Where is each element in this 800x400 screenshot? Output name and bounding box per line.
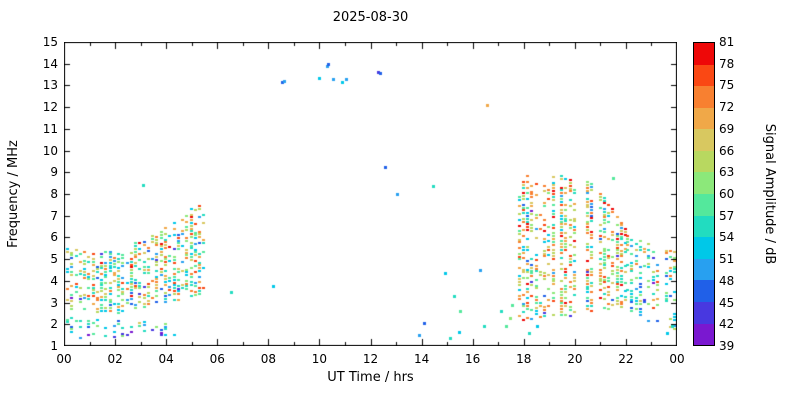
colorbar-band [694, 258, 714, 281]
x-tick-label: 14 [413, 352, 430, 366]
colorbar-tick-label: 60 [719, 187, 735, 201]
chart-title: 2025-08-30 [332, 10, 409, 25]
colorbar-band [694, 194, 714, 216]
colorbar-band [694, 323, 714, 346]
y-tick-label: 5 [50, 252, 58, 267]
colorbar-tick-label: 69 [719, 121, 735, 136]
colorbar-tick-label: 39 [719, 339, 735, 353]
x-tick-label: 16 [465, 352, 481, 366]
y-tick-label: 13 [42, 78, 58, 93]
x-tick-label: 02 [107, 352, 123, 366]
colorbar-tick-label: 51 [719, 252, 735, 267]
colorbar-tick-label: 54 [719, 230, 735, 245]
colorbar [693, 42, 715, 346]
colorbar-band [694, 150, 714, 173]
x-tick-label: 00 [56, 352, 72, 366]
y-tick-label: 9 [50, 165, 58, 180]
plot-area [64, 42, 677, 346]
x-tick-label: 00 [669, 352, 685, 366]
colorbar-band [694, 172, 714, 195]
x-tick-label: 04 [158, 352, 174, 366]
colorbar-band [694, 215, 714, 238]
colorbar-band [694, 107, 714, 130]
colorbar-tick-label: 75 [719, 78, 735, 93]
x-tick-label: 20 [567, 352, 583, 366]
colorbar-tick-label: 45 [719, 295, 735, 310]
colorbar-tick-label: 57 [719, 208, 735, 223]
colorbar-tick-label: 48 [719, 273, 735, 288]
y-tick-label: 2 [50, 317, 58, 332]
colorbar-tick-label: 66 [719, 143, 735, 158]
colorbar-tick-label: 63 [719, 165, 735, 180]
x-tick-label: 06 [209, 352, 225, 366]
y-axis-label: Frequency / MHz [6, 140, 21, 248]
colorbar-band [694, 129, 714, 151]
colorbar-tick-label: 72 [719, 100, 735, 115]
y-tick-label: 3 [50, 295, 58, 310]
y-tick-label: 6 [50, 230, 58, 245]
x-tick-label: 18 [516, 352, 532, 366]
y-tick-label: 11 [42, 121, 58, 136]
x-tick-label: 12 [362, 352, 379, 366]
colorbar-band [694, 64, 714, 87]
colorbar-tick-label: 81 [719, 35, 735, 49]
colorbar-label: Signal Amplitude / dB [762, 123, 777, 265]
plot-canvas [64, 42, 677, 346]
x-tick-label: 08 [260, 352, 276, 366]
x-tick-label: 10 [311, 352, 328, 366]
y-tick-label: 14 [42, 56, 58, 71]
y-tick-label: 4 [50, 273, 58, 288]
colorbar-tick-label: 42 [719, 317, 735, 332]
colorbar-band [694, 237, 714, 259]
colorbar-band [694, 280, 714, 302]
y-tick-label: 15 [42, 35, 58, 49]
colorbar-band [694, 43, 714, 65]
y-tick-label: 8 [50, 187, 58, 201]
colorbar-band [694, 301, 714, 324]
y-tick-label: 1 [50, 339, 58, 353]
y-tick-label: 10 [42, 143, 58, 158]
y-tick-label: 12 [42, 100, 58, 115]
x-tick-label: 22 [618, 352, 634, 366]
colorbar-tick-label: 78 [719, 56, 735, 71]
x-axis-label: UT Time / hrs [327, 370, 414, 385]
y-tick-label: 7 [50, 208, 58, 223]
colorbar-band [694, 86, 714, 108]
